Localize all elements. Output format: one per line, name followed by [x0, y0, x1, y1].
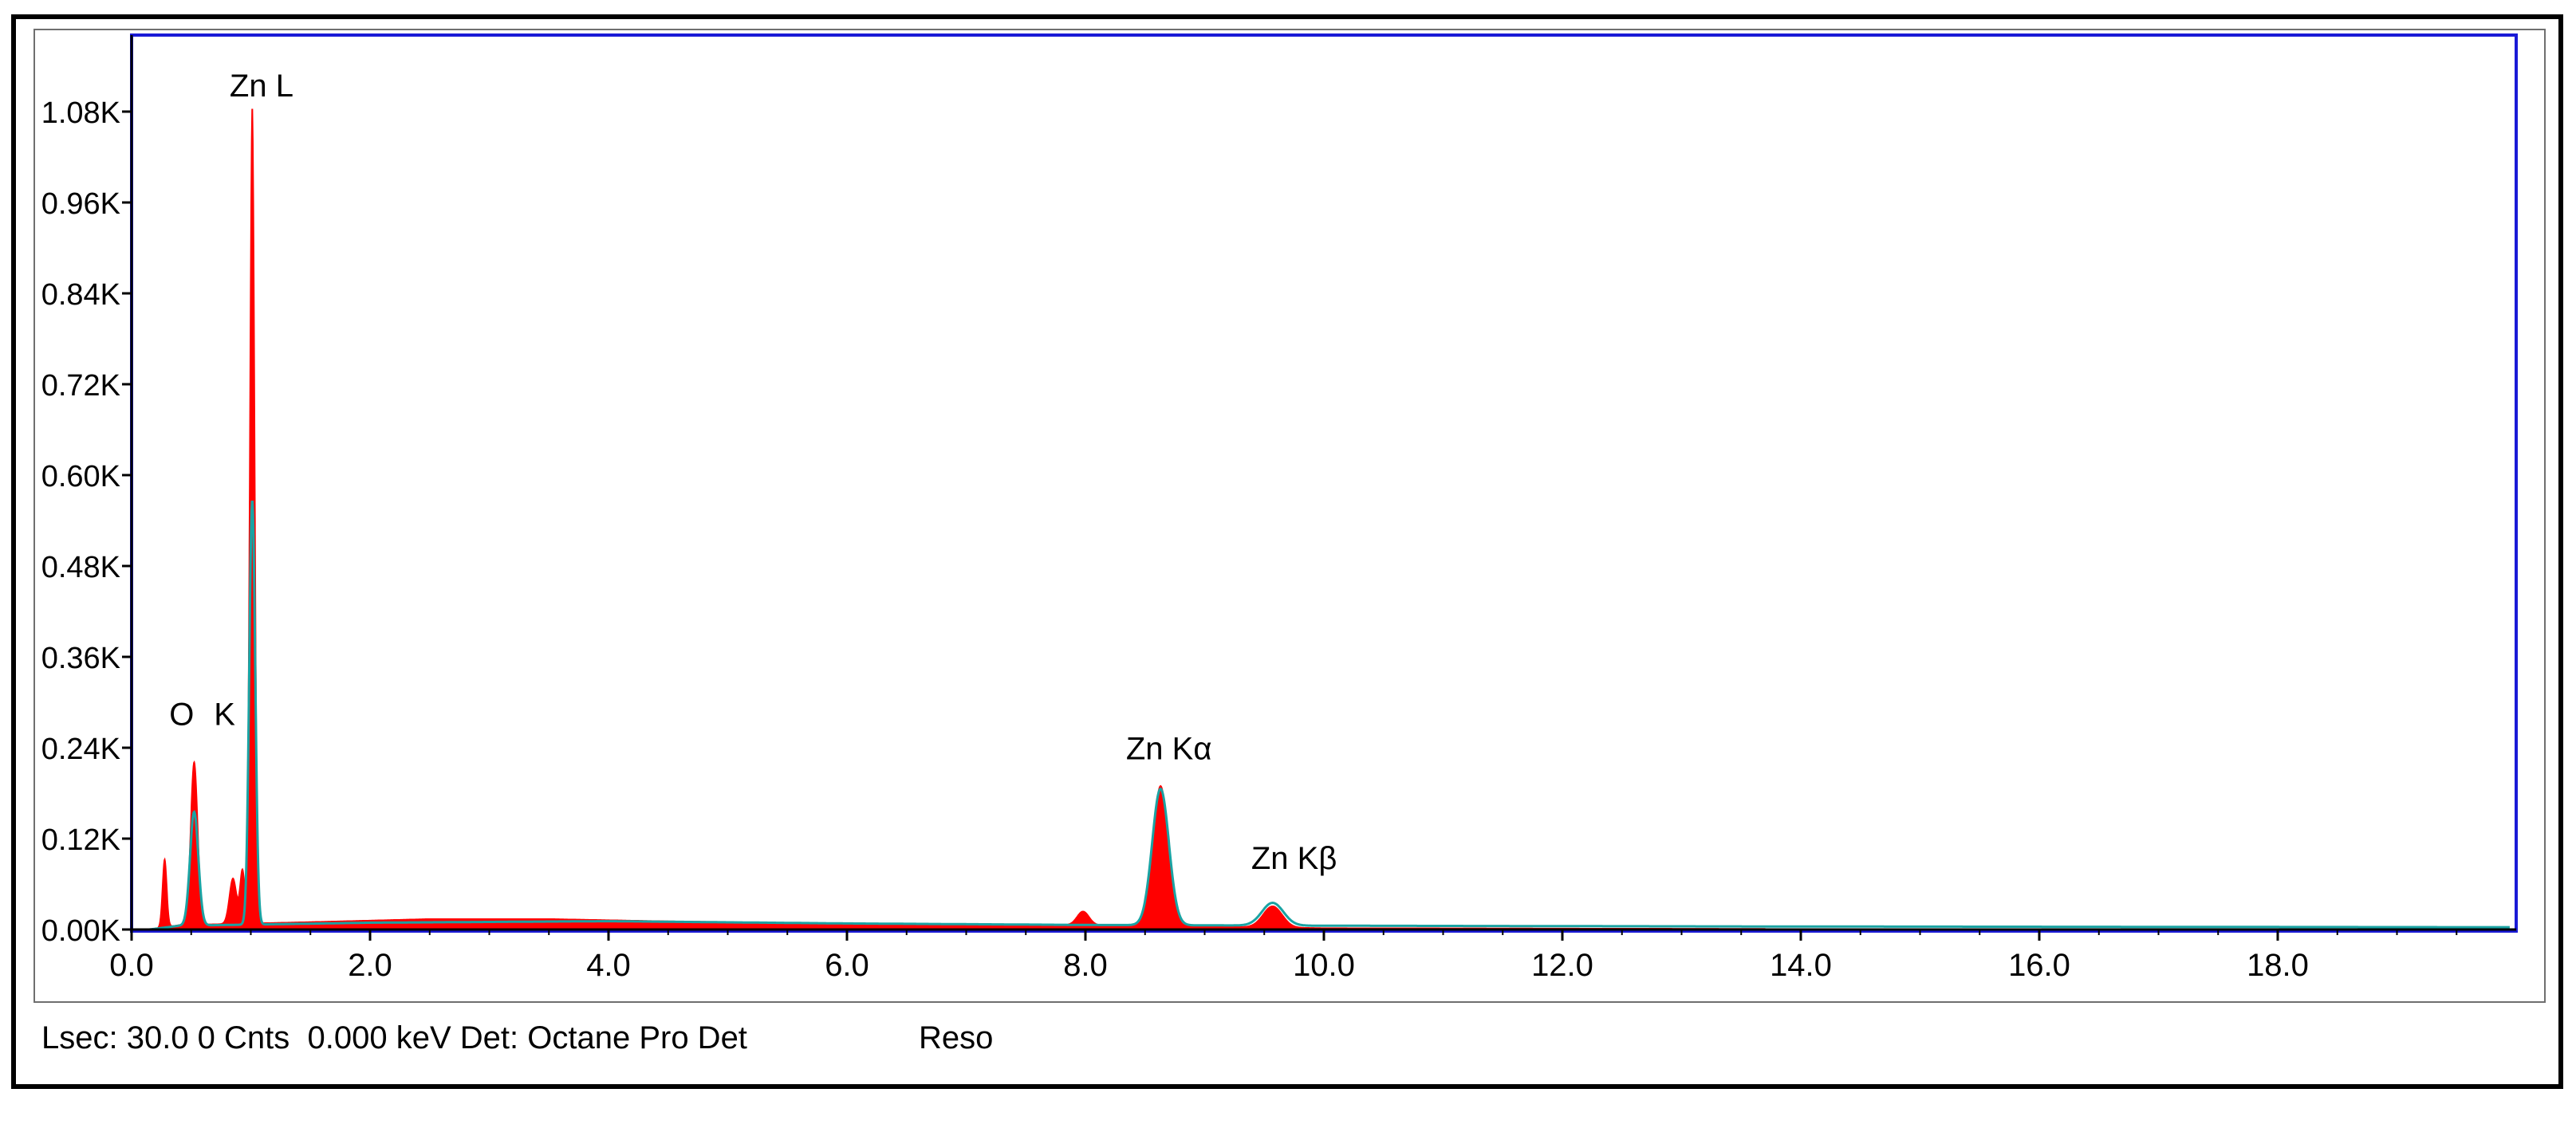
peak-annotation-1: O — [169, 698, 194, 733]
y-tick-label-7: 0.84K — [41, 278, 120, 312]
y-tick-label-9: 1.08K — [41, 96, 120, 130]
y-tick-label-5: 0.60K — [41, 460, 120, 493]
y-tick-label-0: 0.00K — [41, 914, 120, 948]
x-tick-label-1: 2.0 — [348, 948, 392, 983]
peak-annotation-0: Zn L — [230, 69, 293, 104]
peak-annotation-3: Zn Kα — [1126, 731, 1212, 766]
peak-annotation-4: Zn Kβ — [1251, 841, 1337, 876]
status-reso: Reso — [919, 1020, 993, 1056]
y-tick-label-3: 0.36K — [41, 642, 120, 675]
x-tick-label-3: 6.0 — [825, 948, 869, 983]
x-tick-label-2: 4.0 — [586, 948, 631, 983]
y-tick-label-2: 0.24K — [41, 733, 120, 766]
x-tick-label-0: 0.0 — [109, 948, 154, 983]
y-tick-label-6: 0.72K — [41, 369, 120, 403]
status-live-info: Lsec: 30.0 0 Cnts 0.000 keV Det: Octane … — [41, 1020, 747, 1056]
x-tick-label-5: 10.0 — [1293, 948, 1355, 983]
x-tick-label-9: 18.0 — [2247, 948, 2309, 983]
y-tick-label-4: 0.48K — [41, 551, 120, 584]
x-tick-label-6: 12.0 — [1531, 948, 1593, 983]
y-tick-label-1: 0.12K — [41, 823, 120, 857]
eds-spectrum-chart: 0.0 2.0 4.0 6.0 8.0 10.0 12.0 14.0 16.0 18.0 0.00K… — [0, 0, 2576, 1102]
plot-area-border — [132, 35, 2516, 931]
spectrum-series-0 — [149, 109, 1765, 930]
peak-annotation-2: K — [214, 698, 235, 733]
x-tick-label-8: 16.0 — [2008, 948, 2070, 983]
y-tick-label-8: 0.96K — [41, 187, 120, 221]
status-bar: Lsec: 30.0 0 Cnts 0.000 keV Det: Octane … — [41, 1020, 59, 1068]
x-tick-label-7: 14.0 — [1770, 948, 1832, 983]
x-tick-label-4: 8.0 — [1063, 948, 1108, 983]
